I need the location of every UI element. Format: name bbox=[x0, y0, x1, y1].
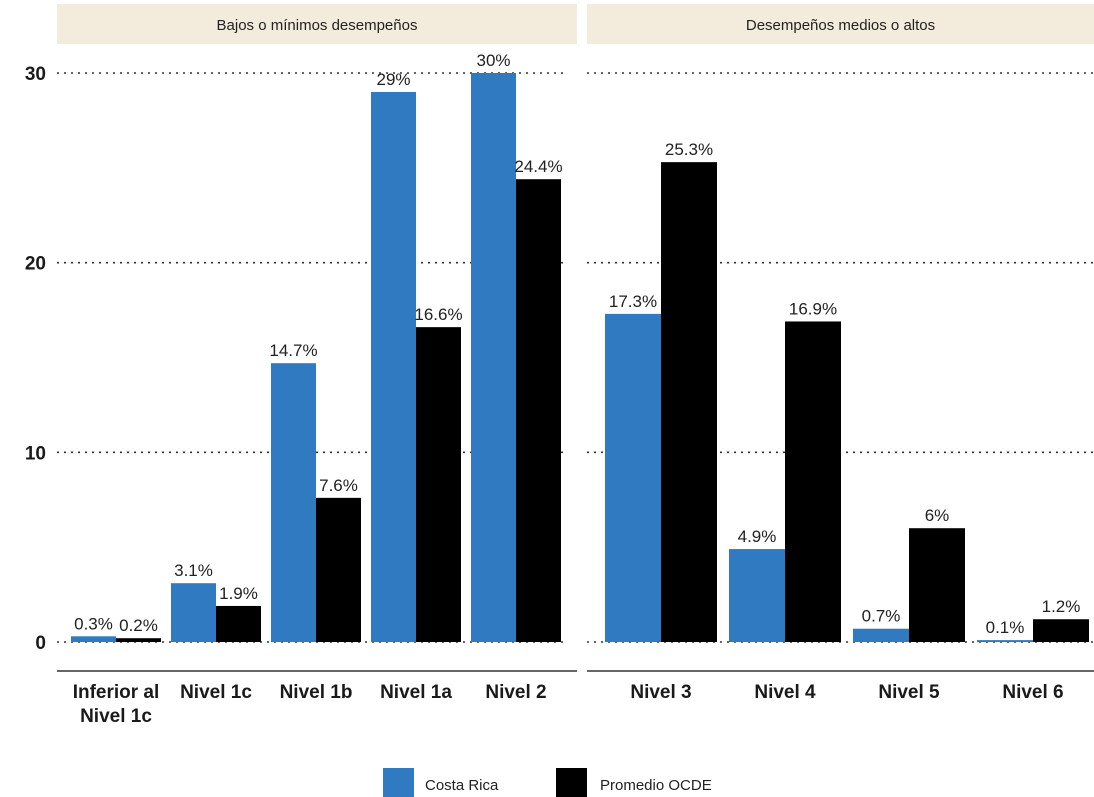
y-tick-label: 30 bbox=[25, 64, 46, 85]
x-tick-label: Nivel 1b bbox=[280, 682, 353, 703]
bar-costa-rica bbox=[729, 549, 785, 642]
data-label: 17.3% bbox=[609, 292, 657, 311]
bar-promedio-ocde bbox=[661, 162, 717, 643]
bar-costa-rica bbox=[271, 363, 316, 642]
legend-swatch-costa-rica bbox=[383, 768, 414, 797]
x-tick-label: Nivel 1c bbox=[180, 682, 252, 703]
data-label: 4.9% bbox=[738, 527, 777, 546]
facet-label: Bajos o mínimos desempeños bbox=[217, 17, 418, 34]
bar-promedio-ocde bbox=[216, 605, 261, 642]
bar-promedio-ocde bbox=[909, 528, 965, 642]
x-tick-label: Nivel 1a bbox=[380, 682, 452, 703]
data-label: 0.2% bbox=[119, 616, 158, 635]
x-tick-label: Inferior al Nivel 1c bbox=[73, 682, 160, 727]
y-tick-label: 0 bbox=[35, 633, 46, 654]
bar-costa-rica bbox=[71, 636, 116, 642]
data-label: 30% bbox=[476, 51, 510, 70]
legend-label-costa-rica: Costa Rica bbox=[425, 777, 499, 794]
bar-costa-rica bbox=[171, 583, 216, 642]
facet-label: Desempeños medios o altos bbox=[746, 17, 935, 34]
x-tick-label: Nivel 6 bbox=[1002, 682, 1063, 703]
x-tick-label: Nivel 2 bbox=[485, 682, 546, 703]
x-tick-label: Nivel 4 bbox=[754, 682, 816, 703]
data-label: 14.7% bbox=[269, 341, 317, 360]
data-label: 16.6% bbox=[414, 305, 462, 324]
bar-costa-rica bbox=[471, 73, 516, 642]
data-label: 0.3% bbox=[74, 614, 113, 633]
facet-strip-2 bbox=[587, 4, 1094, 44]
bar-promedio-ocde bbox=[316, 497, 361, 642]
data-label: 0.7% bbox=[862, 607, 901, 626]
data-label: 3.1% bbox=[174, 561, 213, 580]
data-label: 25.3% bbox=[665, 140, 713, 159]
y-tick-label: 20 bbox=[25, 254, 46, 275]
bar-costa-rica bbox=[371, 91, 416, 642]
bar-costa-rica bbox=[853, 628, 909, 642]
data-label: 29% bbox=[376, 70, 410, 89]
data-label: 7.6% bbox=[319, 476, 358, 495]
bar-costa-rica bbox=[605, 313, 661, 642]
legend-label-promedio-ocde: Promedio OCDE bbox=[600, 777, 712, 794]
x-tick-label: Nivel 5 bbox=[878, 682, 940, 703]
data-label: 0.1% bbox=[986, 618, 1025, 637]
data-label: 16.9% bbox=[789, 299, 837, 318]
bar-promedio-ocde bbox=[116, 638, 161, 642]
data-label: 1.2% bbox=[1042, 597, 1081, 616]
x-tick-label: Nivel 3 bbox=[630, 682, 691, 703]
bar-promedio-ocde bbox=[1033, 619, 1089, 642]
y-tick-label: 10 bbox=[25, 443, 46, 464]
bar-promedio-ocde bbox=[516, 179, 561, 643]
legend-swatch-promedio-ocde bbox=[556, 768, 587, 797]
data-label: 24.4% bbox=[514, 157, 562, 176]
bar-costa-rica bbox=[977, 640, 1033, 642]
facet-strip-1 bbox=[57, 4, 577, 44]
data-label: 1.9% bbox=[219, 584, 258, 603]
data-label: 6% bbox=[925, 506, 950, 525]
bar-promedio-ocde bbox=[785, 321, 841, 642]
bar-promedio-ocde bbox=[416, 327, 461, 642]
